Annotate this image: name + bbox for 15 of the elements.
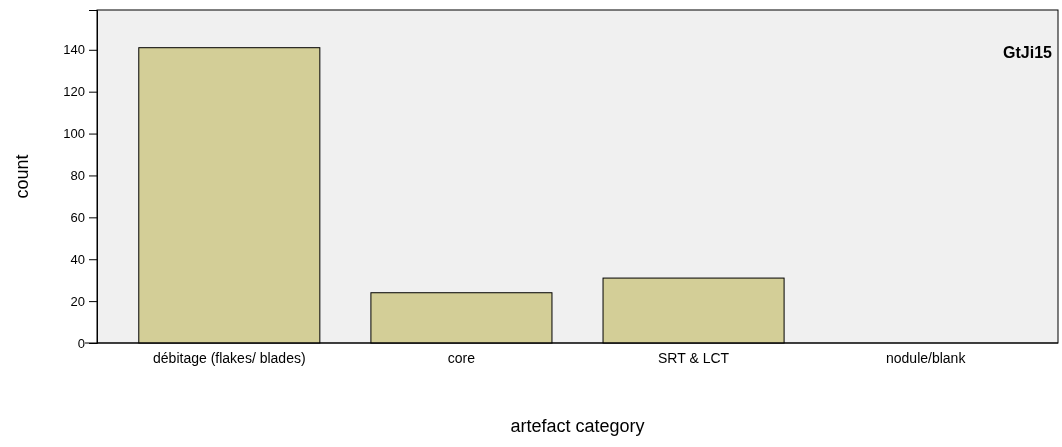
y-axis-title: count (12, 154, 32, 199)
y-tick-label: 80 (70, 168, 85, 184)
y-tick-label: 120 (63, 84, 85, 100)
y-tick-label: 40 (70, 251, 85, 267)
x-axis-title: artefact category (510, 416, 645, 436)
x-tick-label: débitage (flakes/ blades) (153, 349, 306, 366)
x-tick-label: SRT & LCT (658, 349, 730, 366)
y-tick-label: 100 (63, 126, 85, 142)
y-tick-label: 20 (70, 293, 85, 309)
annotation: GtJi15 (1003, 44, 1053, 61)
x-tick-label: nodule/blank (885, 349, 967, 366)
y-tick-label: 60 (70, 210, 85, 225)
x-tick-label: core (447, 349, 476, 366)
y-tick-label: 0 (77, 335, 85, 351)
y-tick-label: 140 (63, 42, 85, 58)
